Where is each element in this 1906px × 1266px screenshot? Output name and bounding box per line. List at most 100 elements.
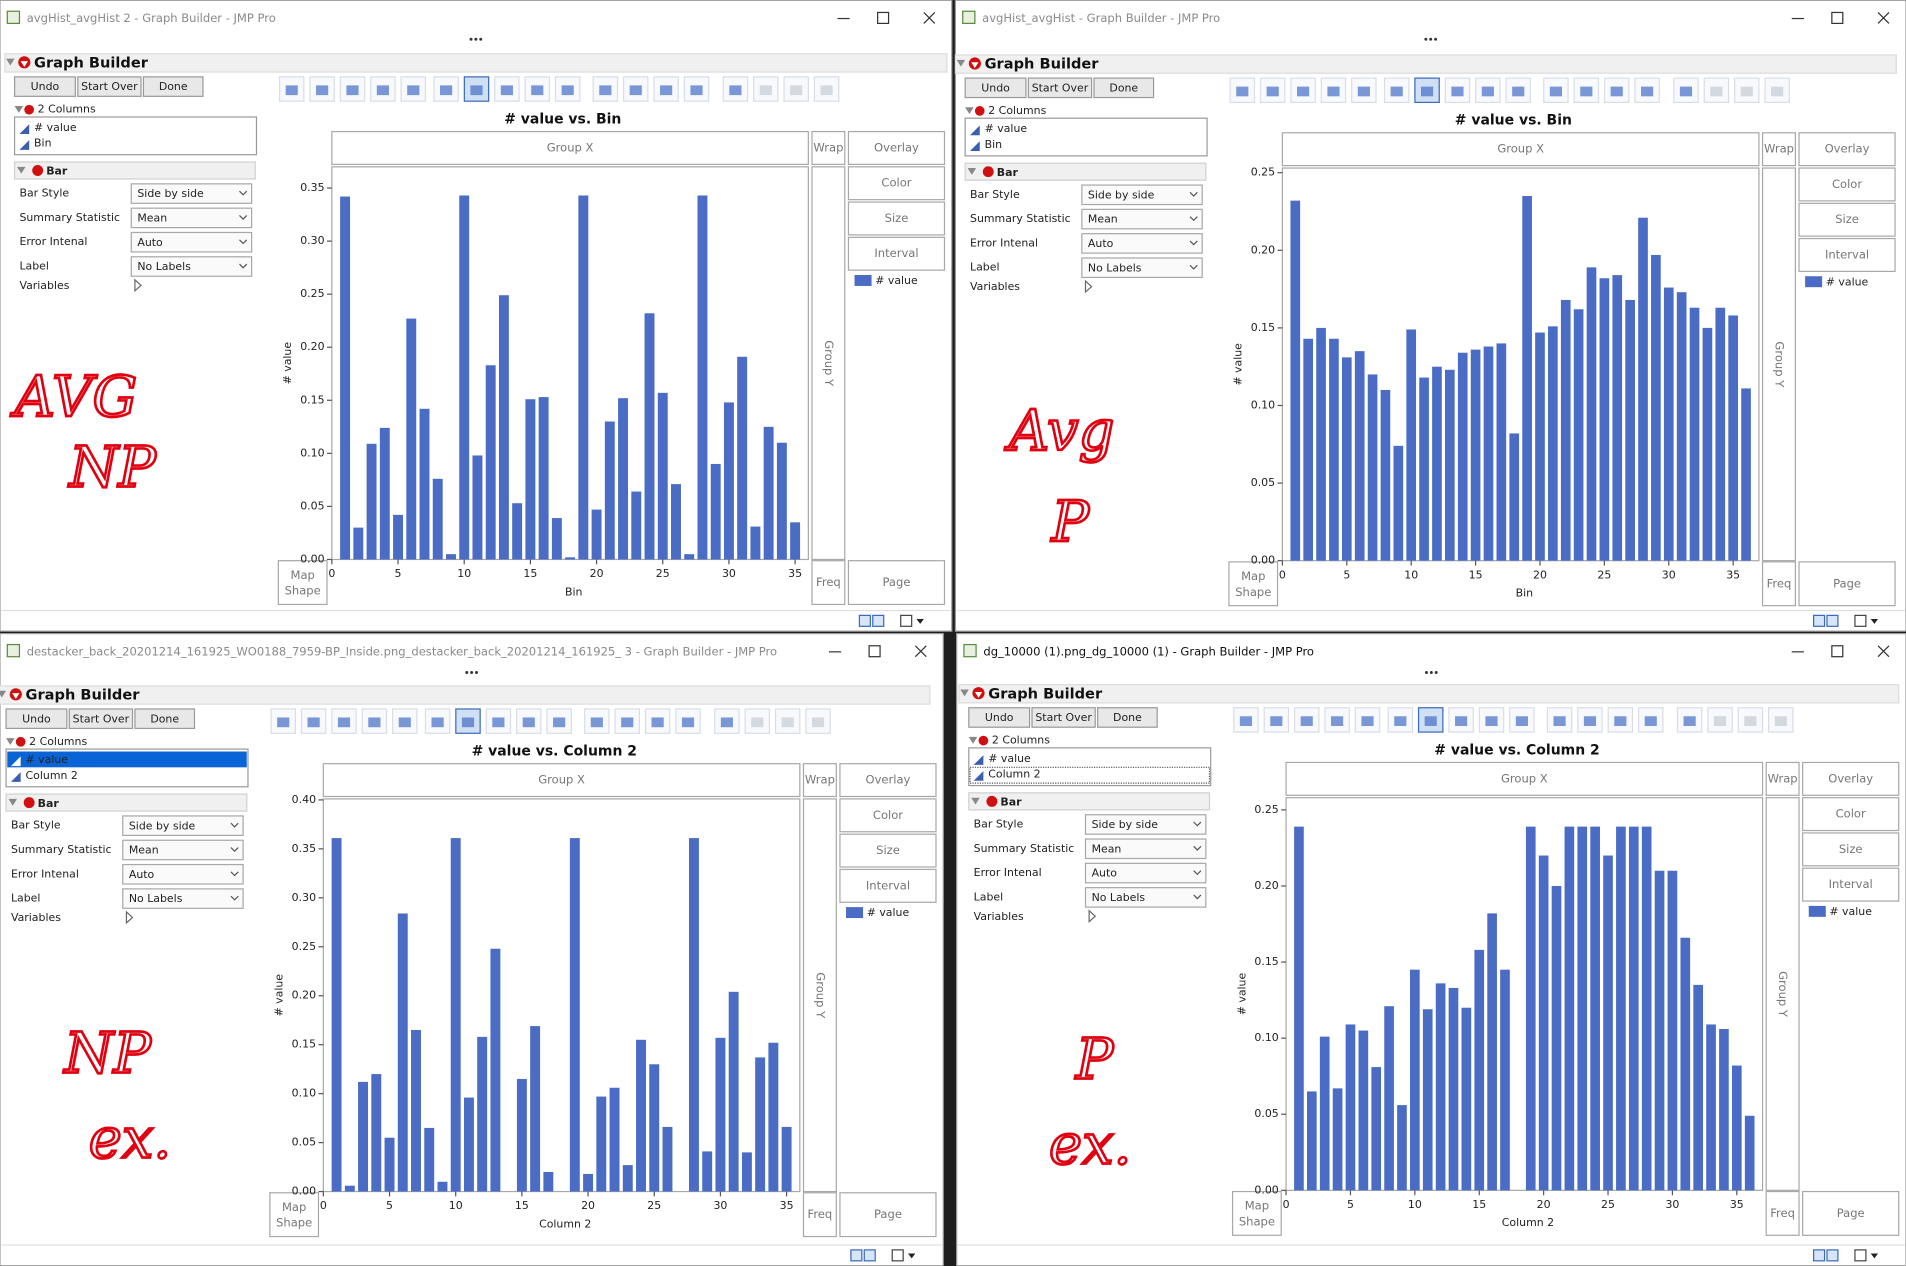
map-shape-label[interactable]: Map <box>1245 1199 1269 1213</box>
group-x[interactable] <box>1281 132 1760 167</box>
button[interactable] <box>964 77 1027 99</box>
toolbar-icon[interactable] <box>270 708 296 734</box>
status-arrow[interactable] <box>1870 1253 1879 1259</box>
interval-label[interactable]: Interval <box>1829 877 1873 891</box>
overlay[interactable] <box>847 130 946 166</box>
button-label[interactable]: Start Over <box>1032 81 1089 94</box>
status-icon[interactable] <box>863 1249 876 1262</box>
dropdown-value[interactable]: No Labels <box>137 260 191 273</box>
column-name[interactable]: Column 2 <box>26 769 78 782</box>
toolbar-icon[interactable] <box>1603 77 1630 104</box>
map-shape[interactable] <box>277 560 328 606</box>
freq-label[interactable]: Freq <box>1770 1206 1795 1220</box>
button-label[interactable]: Done <box>1109 81 1138 94</box>
red-menu[interactable] <box>982 166 994 178</box>
dropdown[interactable] <box>130 183 253 204</box>
status-icon[interactable] <box>850 1249 863 1262</box>
dropdown[interactable] <box>1081 208 1203 230</box>
interval[interactable] <box>1802 867 1900 902</box>
button-label[interactable]: Undo <box>31 80 60 93</box>
map-shape-label[interactable]: Shape <box>285 584 321 598</box>
maximize-button[interactable] <box>868 645 881 658</box>
variables-arrow[interactable] <box>134 278 142 293</box>
map-shape[interactable] <box>1231 1190 1282 1236</box>
dropdown[interactable] <box>1084 814 1207 835</box>
color-label[interactable]: Color <box>1832 177 1862 191</box>
dropdown[interactable] <box>122 863 244 885</box>
status-arrow[interactable] <box>908 1253 916 1259</box>
button[interactable] <box>142 76 204 97</box>
column-name[interactable]: Bin <box>985 138 1002 151</box>
red-menu[interactable] <box>23 797 35 809</box>
wrap-label[interactable]: Wrap <box>1768 771 1798 785</box>
button[interactable] <box>77 76 142 97</box>
color[interactable] <box>1798 167 1896 202</box>
status-arrow[interactable] <box>916 619 924 624</box>
dropdown[interactable] <box>1081 257 1203 279</box>
button[interactable] <box>1031 707 1096 728</box>
status-icon[interactable] <box>1813 1249 1826 1262</box>
wrap[interactable] <box>811 130 846 166</box>
dropdown-value[interactable]: No Labels <box>1088 261 1142 274</box>
size[interactable] <box>839 833 937 868</box>
freq[interactable] <box>802 1192 837 1238</box>
page-label[interactable]: Page <box>1833 576 1861 590</box>
button-label[interactable]: Done <box>159 80 188 93</box>
overlay-label[interactable]: Overlay <box>1828 771 1873 785</box>
dropdown-value[interactable]: Side by side <box>1092 818 1159 831</box>
dropdown-value[interactable]: Mean <box>1088 213 1118 226</box>
color-label[interactable]: Color <box>873 808 903 822</box>
color-label[interactable]: Color <box>1836 807 1866 821</box>
status-icon[interactable] <box>872 614 885 627</box>
red-menu[interactable] <box>24 104 35 115</box>
dropdown[interactable] <box>122 888 244 909</box>
red-menu[interactable] <box>986 795 998 807</box>
toolbar-icon[interactable] <box>1354 707 1381 733</box>
page[interactable] <box>839 1192 937 1238</box>
page[interactable] <box>847 560 946 606</box>
freq-label[interactable]: Freq <box>808 1207 833 1221</box>
color[interactable] <box>847 166 946 201</box>
size[interactable] <box>1802 832 1900 867</box>
close-button[interactable] <box>914 645 927 658</box>
size-label[interactable]: Size <box>885 211 909 225</box>
map-shape-label[interactable]: Map <box>282 1200 306 1214</box>
button[interactable] <box>134 708 196 730</box>
group-x-label[interactable]: Group X <box>1501 771 1548 785</box>
status-checkbox[interactable] <box>900 614 913 627</box>
dropdown-value[interactable]: Side by side <box>129 819 196 832</box>
close-button[interactable] <box>1877 645 1890 658</box>
map-shape[interactable] <box>269 1192 320 1238</box>
group-y[interactable] <box>802 798 837 1193</box>
dropdown[interactable] <box>1084 838 1207 860</box>
interval-label[interactable]: Interval <box>866 878 910 892</box>
overlay-label[interactable]: Overlay <box>866 773 911 787</box>
interval[interactable] <box>1798 237 1896 272</box>
page[interactable] <box>1798 561 1896 607</box>
page-label[interactable]: Page <box>1837 1206 1865 1220</box>
maximize-button[interactable] <box>1831 645 1844 658</box>
page-label[interactable]: Page <box>874 1207 902 1221</box>
dropdown[interactable] <box>130 231 253 253</box>
button-label[interactable]: Start Over <box>73 712 130 725</box>
dropdown[interactable] <box>1084 887 1207 908</box>
status-icon[interactable] <box>858 614 871 627</box>
toolbar-icon[interactable] <box>392 708 418 734</box>
group-y[interactable] <box>1761 167 1796 562</box>
wrap-label[interactable]: Wrap <box>1764 142 1794 156</box>
group-y-label[interactable]: Group Y <box>822 340 836 387</box>
group-x[interactable] <box>331 130 809 166</box>
group-x-label[interactable]: Group X <box>547 140 594 154</box>
page-label[interactable]: Page <box>883 575 911 589</box>
wrap[interactable] <box>802 763 837 798</box>
dropdown[interactable] <box>1084 862 1207 884</box>
size[interactable] <box>847 201 946 236</box>
dropdown-value[interactable]: Mean <box>137 211 167 224</box>
button[interactable] <box>13 76 76 97</box>
status-checkbox[interactable] <box>1854 1249 1867 1262</box>
map-shape[interactable] <box>1228 561 1279 607</box>
page[interactable] <box>1802 1190 1900 1236</box>
dropdown-value[interactable]: No Labels <box>129 892 183 905</box>
variables-arrow[interactable] <box>1084 279 1093 294</box>
status-icon[interactable] <box>1813 614 1826 627</box>
